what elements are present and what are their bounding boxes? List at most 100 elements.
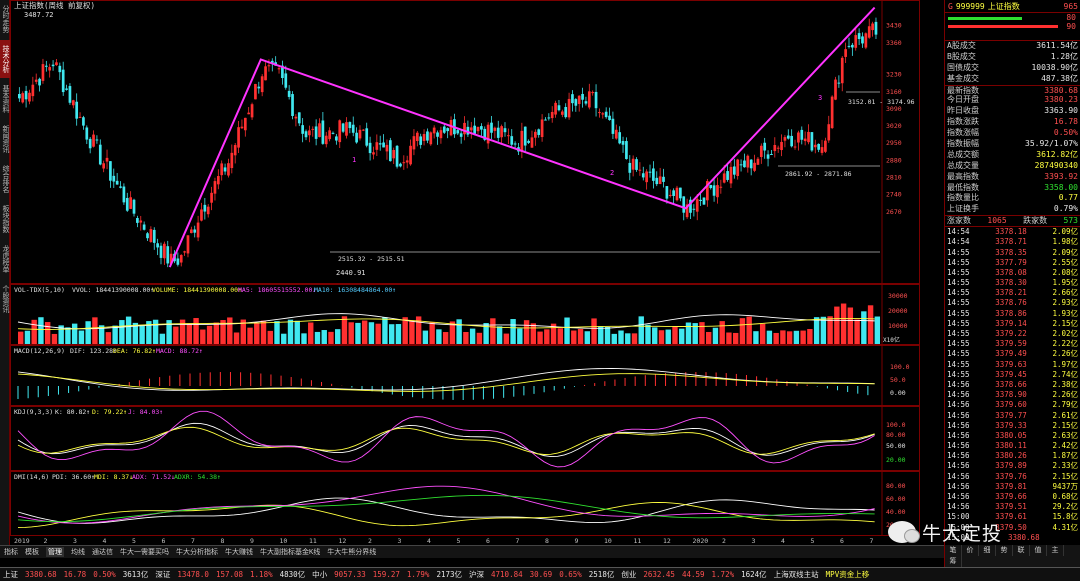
indicator-tab[interactable]: 牛大副指标基金K线 xyxy=(260,548,321,556)
left-tab-4[interactable]: 综合排名 xyxy=(2,165,10,193)
quote-tab[interactable]: 价 xyxy=(962,545,979,556)
price-axis-label: 2740 xyxy=(886,191,902,199)
candle-body xyxy=(679,187,682,199)
chart-area[interactable]: 3430336032303160309030202950288028102740… xyxy=(10,0,920,545)
tick-row: 14:56 3380.26 1.87亿 xyxy=(945,451,1080,461)
candle-body xyxy=(415,132,419,142)
tick-v: 2.15亿 xyxy=(1052,420,1078,430)
tick-list[interactable]: 14:54 3378.18 2.09亿 14:54 3378.71 1.98亿 14:55 3… xyxy=(945,226,1080,543)
volume-bar xyxy=(287,319,294,344)
volume-bar xyxy=(301,333,307,344)
down-label: 跌家数 xyxy=(1023,216,1048,226)
left-tab-7[interactable]: 个股资讯 xyxy=(2,285,10,313)
vol-ma5-line xyxy=(17,313,875,330)
candle-body xyxy=(834,79,837,100)
tick-p: 3378.35 xyxy=(995,247,1027,257)
tick-row: 14:56 3380.05 2.63亿 xyxy=(945,431,1080,441)
volume-bar xyxy=(382,317,388,344)
quote-panel-tabs: 笔价细势联值主筹 xyxy=(944,545,1080,567)
left-tab-0[interactable]: 分时走势 xyxy=(2,5,10,33)
indicator-tab[interactable]: 管理 xyxy=(46,547,64,557)
indicator-tab[interactable]: 模板 xyxy=(25,548,39,556)
volume-bar xyxy=(442,332,449,344)
volume-layer xyxy=(17,303,881,344)
candle-body xyxy=(446,128,450,132)
quote-tab[interactable]: 联 xyxy=(1013,545,1030,556)
stat-row: 最新指数 3380.68 xyxy=(945,84,1080,96)
candle-body xyxy=(112,175,116,182)
volume-bar xyxy=(132,322,139,344)
volume-bar xyxy=(469,328,476,344)
candle-body xyxy=(405,160,409,163)
candle-body xyxy=(827,124,831,141)
volume-bar xyxy=(152,319,159,344)
volume-bar xyxy=(274,321,280,344)
candle-body xyxy=(854,35,858,48)
volume-bar xyxy=(456,319,462,344)
tick-row: 14:55 3378.86 1.93亿 xyxy=(945,309,1080,319)
quote-tab[interactable]: 笔 xyxy=(945,545,962,556)
candle-body xyxy=(591,92,595,94)
volume-bar xyxy=(571,330,577,344)
tick-p: 3379.45 xyxy=(995,369,1027,379)
candle-body xyxy=(759,145,763,157)
volume-bar xyxy=(328,331,334,344)
stat-row: 总成交量 287490340 xyxy=(945,161,1080,172)
candle-body xyxy=(732,166,736,175)
stat-value: 287490340 xyxy=(1034,160,1078,170)
vol-axis-0: 30000 xyxy=(888,292,908,300)
indicator-tab[interactable]: 牛大分析指标 xyxy=(176,548,218,556)
volume-bar xyxy=(753,331,759,344)
candle-body xyxy=(358,129,362,139)
volume-bar xyxy=(260,320,267,344)
candle-body xyxy=(220,163,224,176)
indicator-tab[interactable]: 牛大一需要买吗 xyxy=(120,548,169,556)
quote-tab[interactable]: 势 xyxy=(996,545,1013,556)
left-tab-6[interactable]: 龙虎榜单 xyxy=(2,245,10,273)
watermark-text: 牛大定投 xyxy=(922,522,1003,545)
tick-t: 14:56 xyxy=(947,492,970,502)
candle-body xyxy=(476,126,480,132)
indicator-tab[interactable]: 牛大赚钱 xyxy=(225,548,253,556)
main-title: 上证指数(周线 前复权) xyxy=(14,0,95,10)
quote-tab[interactable]: 主 xyxy=(1047,545,1064,556)
candle-body xyxy=(419,136,423,145)
volume-bar xyxy=(827,316,833,344)
tick-t: 14:56 xyxy=(947,430,970,440)
left-tab-2[interactable]: 基本资料 xyxy=(2,85,10,113)
quote-tab[interactable]: 细 xyxy=(979,545,996,556)
candle-body xyxy=(776,147,780,149)
status-item: 创业 xyxy=(621,570,637,579)
left-tab-1[interactable]: 技术分析 xyxy=(0,40,10,78)
strength-bar-green xyxy=(948,17,1022,20)
quote-tab[interactable]: 值 xyxy=(1030,545,1047,556)
tick-p: 3378.30 xyxy=(995,278,1027,288)
candle-body xyxy=(166,246,170,264)
quote-tab[interactable]: 筹 xyxy=(945,556,962,567)
vol-axis-2: 10000 xyxy=(888,322,908,330)
volume-bar xyxy=(517,328,523,344)
candle-body xyxy=(577,95,581,105)
macd-dif-line xyxy=(17,368,875,391)
kdj-d-line xyxy=(17,426,875,455)
stat-row: 指数振幅 35.92/1.07% xyxy=(945,139,1080,150)
x-axis-label: 5 xyxy=(811,537,815,545)
left-tab-3[interactable]: 新闻资讯 xyxy=(2,125,10,153)
candle-body xyxy=(550,111,554,119)
candle-body xyxy=(770,154,773,156)
volume-bar xyxy=(247,327,253,344)
volume-bar xyxy=(206,325,213,344)
indicator-tab[interactable]: 指标 xyxy=(4,548,18,556)
candle-body xyxy=(797,132,800,143)
candle-body xyxy=(105,157,109,162)
indicator-tab[interactable]: 牛大牛熊分界线 xyxy=(327,548,377,556)
candle-body xyxy=(736,159,740,176)
left-tab-5[interactable]: 板块指数 xyxy=(2,205,10,233)
volume-bar xyxy=(773,332,779,344)
indicator-tab[interactable]: 均线 xyxy=(71,548,85,556)
tick-p: 3379.14 xyxy=(995,318,1027,328)
indicator-tab[interactable]: 通达信 xyxy=(92,548,113,556)
candle-body xyxy=(763,142,767,151)
candle-body xyxy=(729,166,733,184)
kdj-axis-2: 50.00 xyxy=(886,442,906,450)
